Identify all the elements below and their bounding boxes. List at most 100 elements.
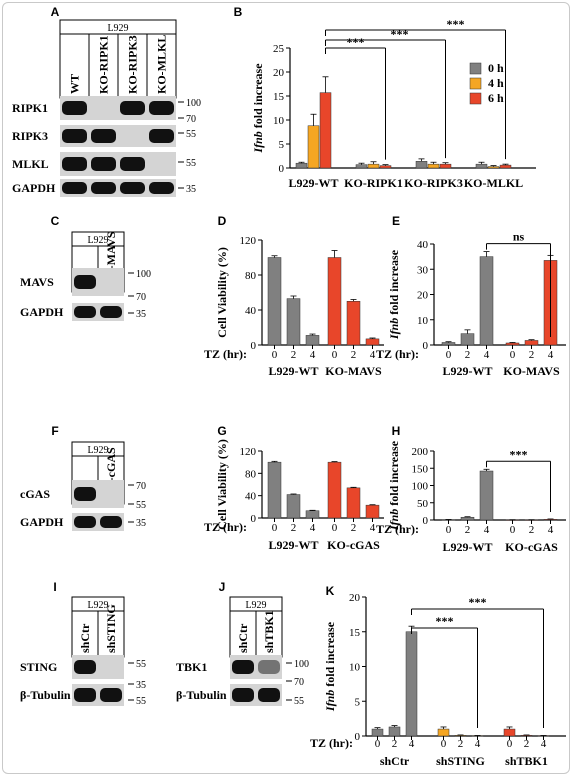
bar bbox=[427, 163, 440, 169]
x-tick-label: 4 bbox=[475, 738, 481, 750]
panel-letter: F bbox=[51, 424, 58, 438]
bar bbox=[499, 164, 512, 169]
tz-axis-label: TZ (hr): bbox=[376, 347, 419, 361]
mw-marker: 55 bbox=[136, 696, 146, 707]
x-tick-label: 0 bbox=[272, 349, 278, 361]
tz-axis-label: TZ (hr): bbox=[310, 736, 353, 750]
y-tick-label: 50 bbox=[417, 498, 429, 510]
y-tick-label: 10 bbox=[417, 315, 429, 327]
group-label: KO-MLKL bbox=[464, 176, 523, 190]
bar bbox=[319, 92, 332, 169]
chart-H: H 0 50 100 150 200 Ifnb fold increase 0 2 4 L929-W… bbox=[376, 424, 566, 554]
legend-label: 6 h bbox=[488, 91, 504, 105]
bar bbox=[286, 494, 301, 519]
protein-band bbox=[120, 157, 145, 171]
tz-axis-label: TZ (hr): bbox=[376, 522, 419, 536]
protein-band bbox=[91, 182, 116, 194]
mw-marker: 100 bbox=[294, 659, 309, 670]
y-tick-label: 5 bbox=[279, 139, 285, 151]
protein-band bbox=[74, 487, 96, 501]
protein-label-mlkl: MLKL bbox=[12, 157, 49, 171]
bar bbox=[475, 163, 488, 169]
panel-letter: H bbox=[392, 424, 401, 438]
significance-label: *** bbox=[347, 35, 365, 49]
bar bbox=[388, 726, 401, 737]
y-tick-label: 15 bbox=[273, 91, 285, 103]
protein-label-gapdh: GAPDH bbox=[20, 305, 64, 319]
x-tick-label: 2 bbox=[458, 738, 464, 750]
x-tick-label: 4 bbox=[370, 522, 376, 534]
lane-label: KO-RIPK3 bbox=[126, 35, 140, 94]
protein-label-ripk1: RIPK1 bbox=[12, 101, 48, 115]
protein-label-tubulin: β-Tubulin bbox=[176, 688, 227, 702]
y-tick-label: 80 bbox=[245, 270, 257, 282]
y-axis-label: Cell Viability (%) bbox=[215, 439, 229, 530]
y-tick-label: 20 bbox=[273, 67, 285, 79]
group-label: KO-RIPK3 bbox=[404, 176, 463, 190]
x-tick-label: 4 bbox=[541, 738, 547, 750]
legend-swatch bbox=[469, 62, 482, 75]
y-axis-label: Cell Viability (%) bbox=[215, 247, 229, 338]
protein-label-tbk1: TBK1 bbox=[176, 660, 207, 674]
x-tick-label: 0 bbox=[272, 522, 278, 534]
bar bbox=[379, 165, 392, 169]
group-label: KO-RIPK1 bbox=[344, 176, 403, 190]
bar bbox=[520, 735, 533, 737]
lane-label: WT bbox=[68, 74, 82, 94]
x-tick-label: 0 bbox=[332, 349, 338, 361]
x-tick-label: 2 bbox=[392, 738, 398, 750]
y-tick-label: 40 bbox=[245, 491, 257, 503]
cell-line-label: L929 bbox=[87, 600, 108, 611]
x-tick-label: 2 bbox=[465, 524, 471, 536]
significance-label: *** bbox=[510, 447, 528, 461]
protein-label-gapdh: GAPDH bbox=[12, 181, 56, 195]
group-label: KO-cGAS bbox=[327, 538, 380, 552]
y-tick-label: 0 bbox=[423, 515, 429, 527]
lane-label: shCtr bbox=[236, 623, 250, 653]
mw-marker: 35 bbox=[186, 184, 196, 195]
x-tick-label: 2 bbox=[351, 349, 357, 361]
group-label: L929-WT bbox=[442, 540, 492, 554]
svg-text:Cell Viability (%): Cell Viability (%) bbox=[215, 247, 229, 338]
mw-marker: 35 bbox=[136, 518, 146, 529]
group-label: L929-WT bbox=[442, 364, 492, 378]
bar bbox=[543, 519, 558, 521]
group-label: shSTING bbox=[436, 754, 485, 768]
bar bbox=[454, 735, 467, 737]
x-tick-label: 4 bbox=[409, 738, 415, 750]
panel-letter: I bbox=[53, 580, 56, 594]
protein-band bbox=[62, 182, 87, 194]
bar bbox=[286, 298, 301, 346]
mw-marker: 70 bbox=[186, 114, 196, 125]
bar bbox=[487, 166, 500, 169]
x-tick-label: 0 bbox=[332, 522, 338, 534]
x-tick-label: 0 bbox=[441, 738, 447, 750]
x-tick-label: 2 bbox=[291, 349, 297, 361]
mw-marker: 100 bbox=[136, 269, 151, 280]
bar bbox=[441, 342, 456, 346]
bar bbox=[295, 162, 308, 169]
y-tick-label: 0 bbox=[279, 163, 285, 175]
group-label: shCtr bbox=[380, 754, 410, 768]
panel-letter: A bbox=[51, 5, 60, 19]
cell-line-label: L929 bbox=[87, 445, 108, 456]
protein-label-sting: STING bbox=[20, 660, 57, 674]
y-tick-label: 40 bbox=[417, 239, 429, 251]
protein-band bbox=[74, 688, 96, 702]
blot-strip bbox=[60, 179, 176, 197]
y-tick-label: 0 bbox=[423, 340, 429, 352]
y-tick-label: 100 bbox=[412, 481, 429, 493]
x-tick-label: 0 bbox=[510, 524, 516, 536]
bar bbox=[305, 335, 320, 346]
protein-band bbox=[149, 129, 174, 143]
y-tick-label: 120 bbox=[240, 446, 257, 458]
protein-band bbox=[74, 306, 96, 318]
y-tick-label: 120 bbox=[240, 235, 257, 247]
svg-text:Ifnb fold increase: Ifnb fold increase bbox=[387, 249, 401, 340]
y-tick-label: 25 bbox=[273, 43, 285, 55]
mw-marker: 35 bbox=[136, 309, 146, 320]
mw-marker: 55 bbox=[136, 500, 146, 511]
mw-marker: 55 bbox=[186, 158, 196, 169]
